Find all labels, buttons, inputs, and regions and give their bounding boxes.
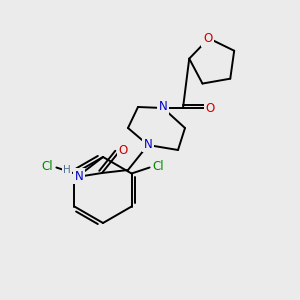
Text: Cl: Cl	[42, 160, 53, 173]
Text: H: H	[63, 165, 71, 175]
Text: N: N	[144, 137, 152, 151]
Text: N: N	[75, 169, 83, 182]
Text: O: O	[118, 145, 127, 158]
Text: N: N	[159, 100, 167, 113]
Text: Cl: Cl	[153, 160, 164, 173]
Text: O: O	[203, 32, 212, 45]
Text: O: O	[206, 101, 214, 115]
